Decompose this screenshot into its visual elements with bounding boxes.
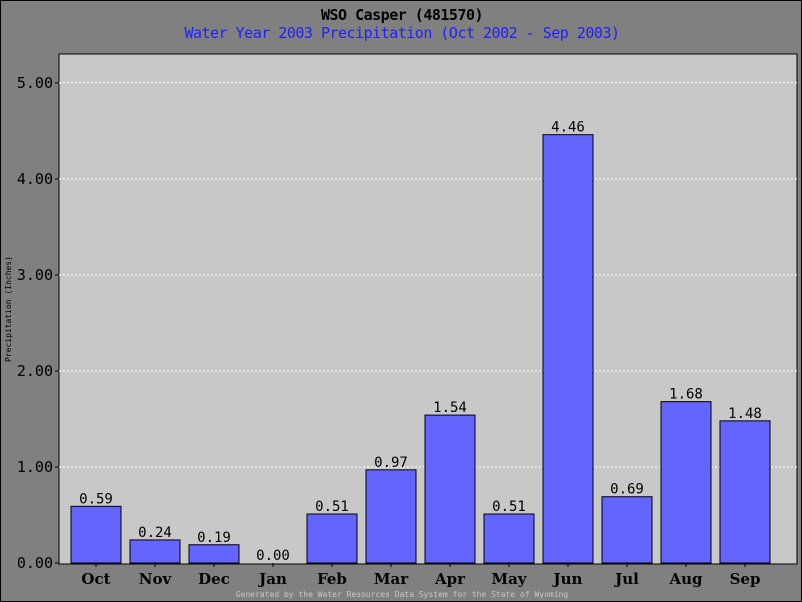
- bar-value-label: 0.51: [315, 499, 349, 515]
- x-tick-label: May: [491, 570, 527, 588]
- x-tick-label: Jun: [552, 570, 583, 588]
- bar-mar: [365, 469, 417, 564]
- y-tick-label: 1.00: [17, 458, 53, 476]
- x-tick-label: Feb: [317, 570, 347, 588]
- chart-title: WSO Casper (481570): [320, 6, 484, 24]
- y-tick-label: 3.00: [17, 266, 53, 284]
- x-tick-label: Nov: [139, 570, 173, 588]
- bar-value-label: 0.97: [374, 455, 408, 471]
- bars: 0.59 0.24 0.19 0.00 0.51 0.97 1.54 0.51 4.46 0.69…: [70, 120, 771, 564]
- x-tick-label: Aug: [668, 570, 703, 588]
- bar-nov: [129, 539, 181, 564]
- bar-value-label: 1.68: [669, 387, 703, 403]
- bar-jul: [601, 496, 653, 564]
- bar-value-label: 4.46: [551, 120, 585, 136]
- x-tick-label: Dec: [198, 570, 230, 588]
- x-tick-label: Jul: [613, 570, 639, 588]
- x-axis: Oct Nov Dec Jan Feb Mar Apr May Jun Jul Aug Sep: [81, 563, 760, 588]
- x-tick-label: Mar: [374, 570, 409, 588]
- bar-oct: [70, 505, 122, 564]
- bar-jun: [542, 134, 594, 564]
- bar-value-label: 0.69: [610, 482, 644, 498]
- bar-value-label: 0.51: [492, 499, 526, 515]
- bar-value-label: 0.00: [256, 548, 290, 564]
- bar-sep: [719, 420, 771, 564]
- y-tick-label: 5.00: [17, 74, 53, 92]
- bar-value-label: 0.19: [197, 530, 231, 546]
- bar-value-label: 1.48: [728, 406, 762, 422]
- x-tick-label: Apr: [434, 570, 466, 588]
- bar-feb: [306, 513, 358, 564]
- y-axis: 0.00 1.00 2.00 3.00 4.00 5.00: [17, 74, 59, 572]
- x-tick-label: Jan: [257, 570, 287, 588]
- y-tick-label: 0.00: [17, 554, 53, 572]
- y-tick-label: 4.00: [17, 170, 53, 188]
- bar-value-label: 0.59: [79, 491, 113, 507]
- y-tick-label: 2.00: [17, 362, 53, 380]
- bar-dec: [188, 544, 240, 564]
- x-tick-label: Sep: [730, 570, 761, 588]
- bar-may: [483, 513, 535, 564]
- y-axis-label: Precipitation (Inches): [4, 256, 13, 362]
- chart-subtitle: Water Year 2003 Precipitation (Oct 2002 …: [184, 24, 620, 42]
- bar-value-label: 1.54: [433, 400, 467, 416]
- x-tick-label: Oct: [81, 570, 110, 588]
- footer-credit: Generated by the Water Resources Data Sy…: [235, 590, 569, 599]
- bar-value-label: 0.24: [138, 525, 172, 541]
- bar-apr: [424, 414, 476, 564]
- bar-aug: [660, 401, 712, 564]
